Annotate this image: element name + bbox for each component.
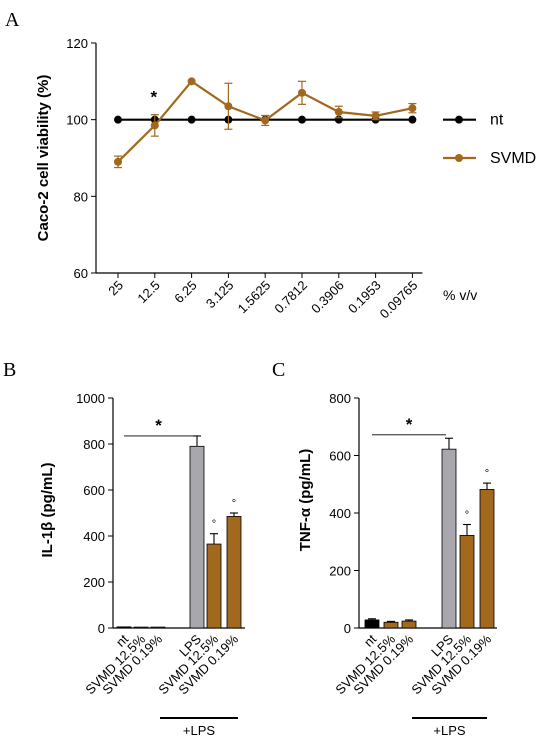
- legend-label-nt: nt: [490, 112, 504, 129]
- chart-b-bar: [150, 626, 166, 629]
- legend-marker-svmd: [455, 154, 463, 162]
- chart-b-lps-group-label: +LPS: [183, 723, 215, 738]
- chart-c-significance-star: *: [406, 415, 413, 434]
- chart-c-ytick-label: 800: [329, 391, 351, 406]
- chart-a-point-svmd: [114, 157, 122, 166]
- chart-a-xtick-label: 1.5625: [235, 278, 274, 317]
- chart-c-bar: [479, 489, 495, 629]
- panel-label-c: C: [272, 359, 285, 381]
- chart-b-bar: [116, 626, 132, 629]
- chart-c-ytick-label: 200: [329, 564, 351, 579]
- chart-a-point-svmd: [261, 116, 270, 125]
- chart-b-significance-star: *: [155, 416, 162, 435]
- chart-a-point-svmd: [224, 102, 233, 111]
- chart-c-ytick-label: 400: [329, 506, 351, 521]
- chart-a-ytick-label: 60: [74, 266, 88, 281]
- chart-c-marker-degree: °: [485, 468, 489, 480]
- chart-b-ytick-label: 800: [83, 437, 105, 452]
- chart-c-lps-group-label: +LPS: [433, 723, 465, 738]
- chart-a-point-svmd: [150, 121, 159, 130]
- chart-c-bar: [459, 535, 475, 629]
- legend-marker-nt: [455, 115, 463, 124]
- chart-c-bar: [364, 619, 380, 629]
- chart-c-ylabel: TNF-α (pg/mL): [297, 449, 314, 552]
- chart-a-xtick-label: 3.125: [203, 278, 237, 312]
- chart-b-bar: [133, 626, 149, 629]
- panel-label-a: A: [5, 9, 20, 31]
- chart-b-ytick-label: 400: [83, 529, 105, 544]
- chart-a-point-nt: [298, 115, 306, 124]
- chart-b-ytick-label: 200: [83, 575, 105, 590]
- chart-a-ytick-label: 80: [74, 189, 88, 204]
- chart-a-xtick-label: 0.09765: [377, 278, 421, 322]
- chart-b-marker-degree: °: [232, 498, 236, 510]
- chart-a-point-svmd: [371, 111, 380, 120]
- panel-label-b: B: [3, 359, 16, 381]
- chart-b-bar: [206, 543, 222, 629]
- legend-label-svmd: SVMD: [490, 150, 536, 167]
- chart-a-xunit: % v/v: [443, 287, 477, 303]
- chart-a-point-nt: [114, 115, 122, 124]
- chart-c-bar: [401, 620, 417, 629]
- chart-a: Caco-2 cell viability (%) % v/v 60 80 100 1…: [35, 36, 536, 321]
- chart-a-point-svmd: [298, 88, 306, 97]
- chart-b-ytick-label: 0: [98, 621, 105, 636]
- chart-b-marker-degree: °: [212, 519, 216, 531]
- chart-c-bar: [383, 621, 399, 629]
- chart-b-ytick-label: 600: [83, 483, 105, 498]
- chart-a-point-svmd: [334, 108, 343, 116]
- chart-b-bar: [189, 445, 205, 629]
- chart-a-point-nt: [187, 115, 196, 124]
- chart-a-point-nt: [408, 115, 417, 124]
- chart-c-ytick-label: 0: [344, 621, 351, 636]
- chart-c-marker-degree: °: [465, 510, 469, 522]
- chart-a-ytick-label: 100: [66, 113, 88, 128]
- chart-a-ylabel: Caco-2 cell viability (%): [35, 75, 52, 242]
- chart-a-xtick-label: 25: [105, 278, 126, 299]
- chart-a-point-svmd: [187, 77, 196, 86]
- chart-b-ylabel: IL-1β (pg/mL): [39, 463, 56, 558]
- chart-a-xtick-label: 0.3906: [308, 278, 347, 317]
- chart-c-bar: [441, 448, 457, 629]
- chart-a-ytick-label: 120: [66, 36, 88, 51]
- chart-a-xtick-label: 12.5: [134, 278, 163, 307]
- chart-b-bar: [226, 516, 242, 629]
- chart-c-ytick-label: 600: [329, 449, 351, 464]
- chart-a-point-svmd: [408, 104, 417, 113]
- chart-a-significance-star: *: [150, 87, 157, 106]
- chart-a-xtick-label: 0.7812: [271, 278, 310, 317]
- chart-b-ytick-label: 1000: [76, 391, 105, 406]
- chart-a-xtick-label: 6.25: [171, 278, 200, 307]
